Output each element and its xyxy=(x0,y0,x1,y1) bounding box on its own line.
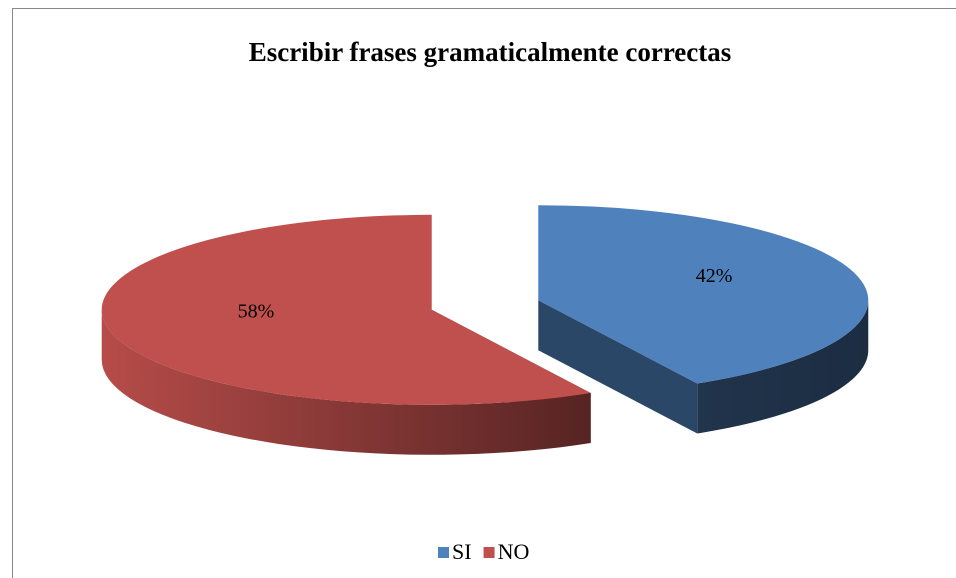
slice-face xyxy=(538,300,698,434)
legend-label: SI xyxy=(452,539,472,564)
data-label: 42% xyxy=(696,265,733,287)
legend-swatch xyxy=(438,547,449,558)
slice xyxy=(101,214,591,405)
slice-side xyxy=(101,309,591,455)
legend-swatch xyxy=(483,547,495,558)
legend: SI NO xyxy=(438,539,529,564)
data-label: 58% xyxy=(238,300,275,322)
pie: 42% 58% xyxy=(101,205,869,455)
slice-side xyxy=(697,300,869,434)
slice xyxy=(538,205,869,384)
chart-title: Escribir frases gramaticalmente correcta… xyxy=(249,37,732,67)
legend-label: NO xyxy=(498,539,530,564)
